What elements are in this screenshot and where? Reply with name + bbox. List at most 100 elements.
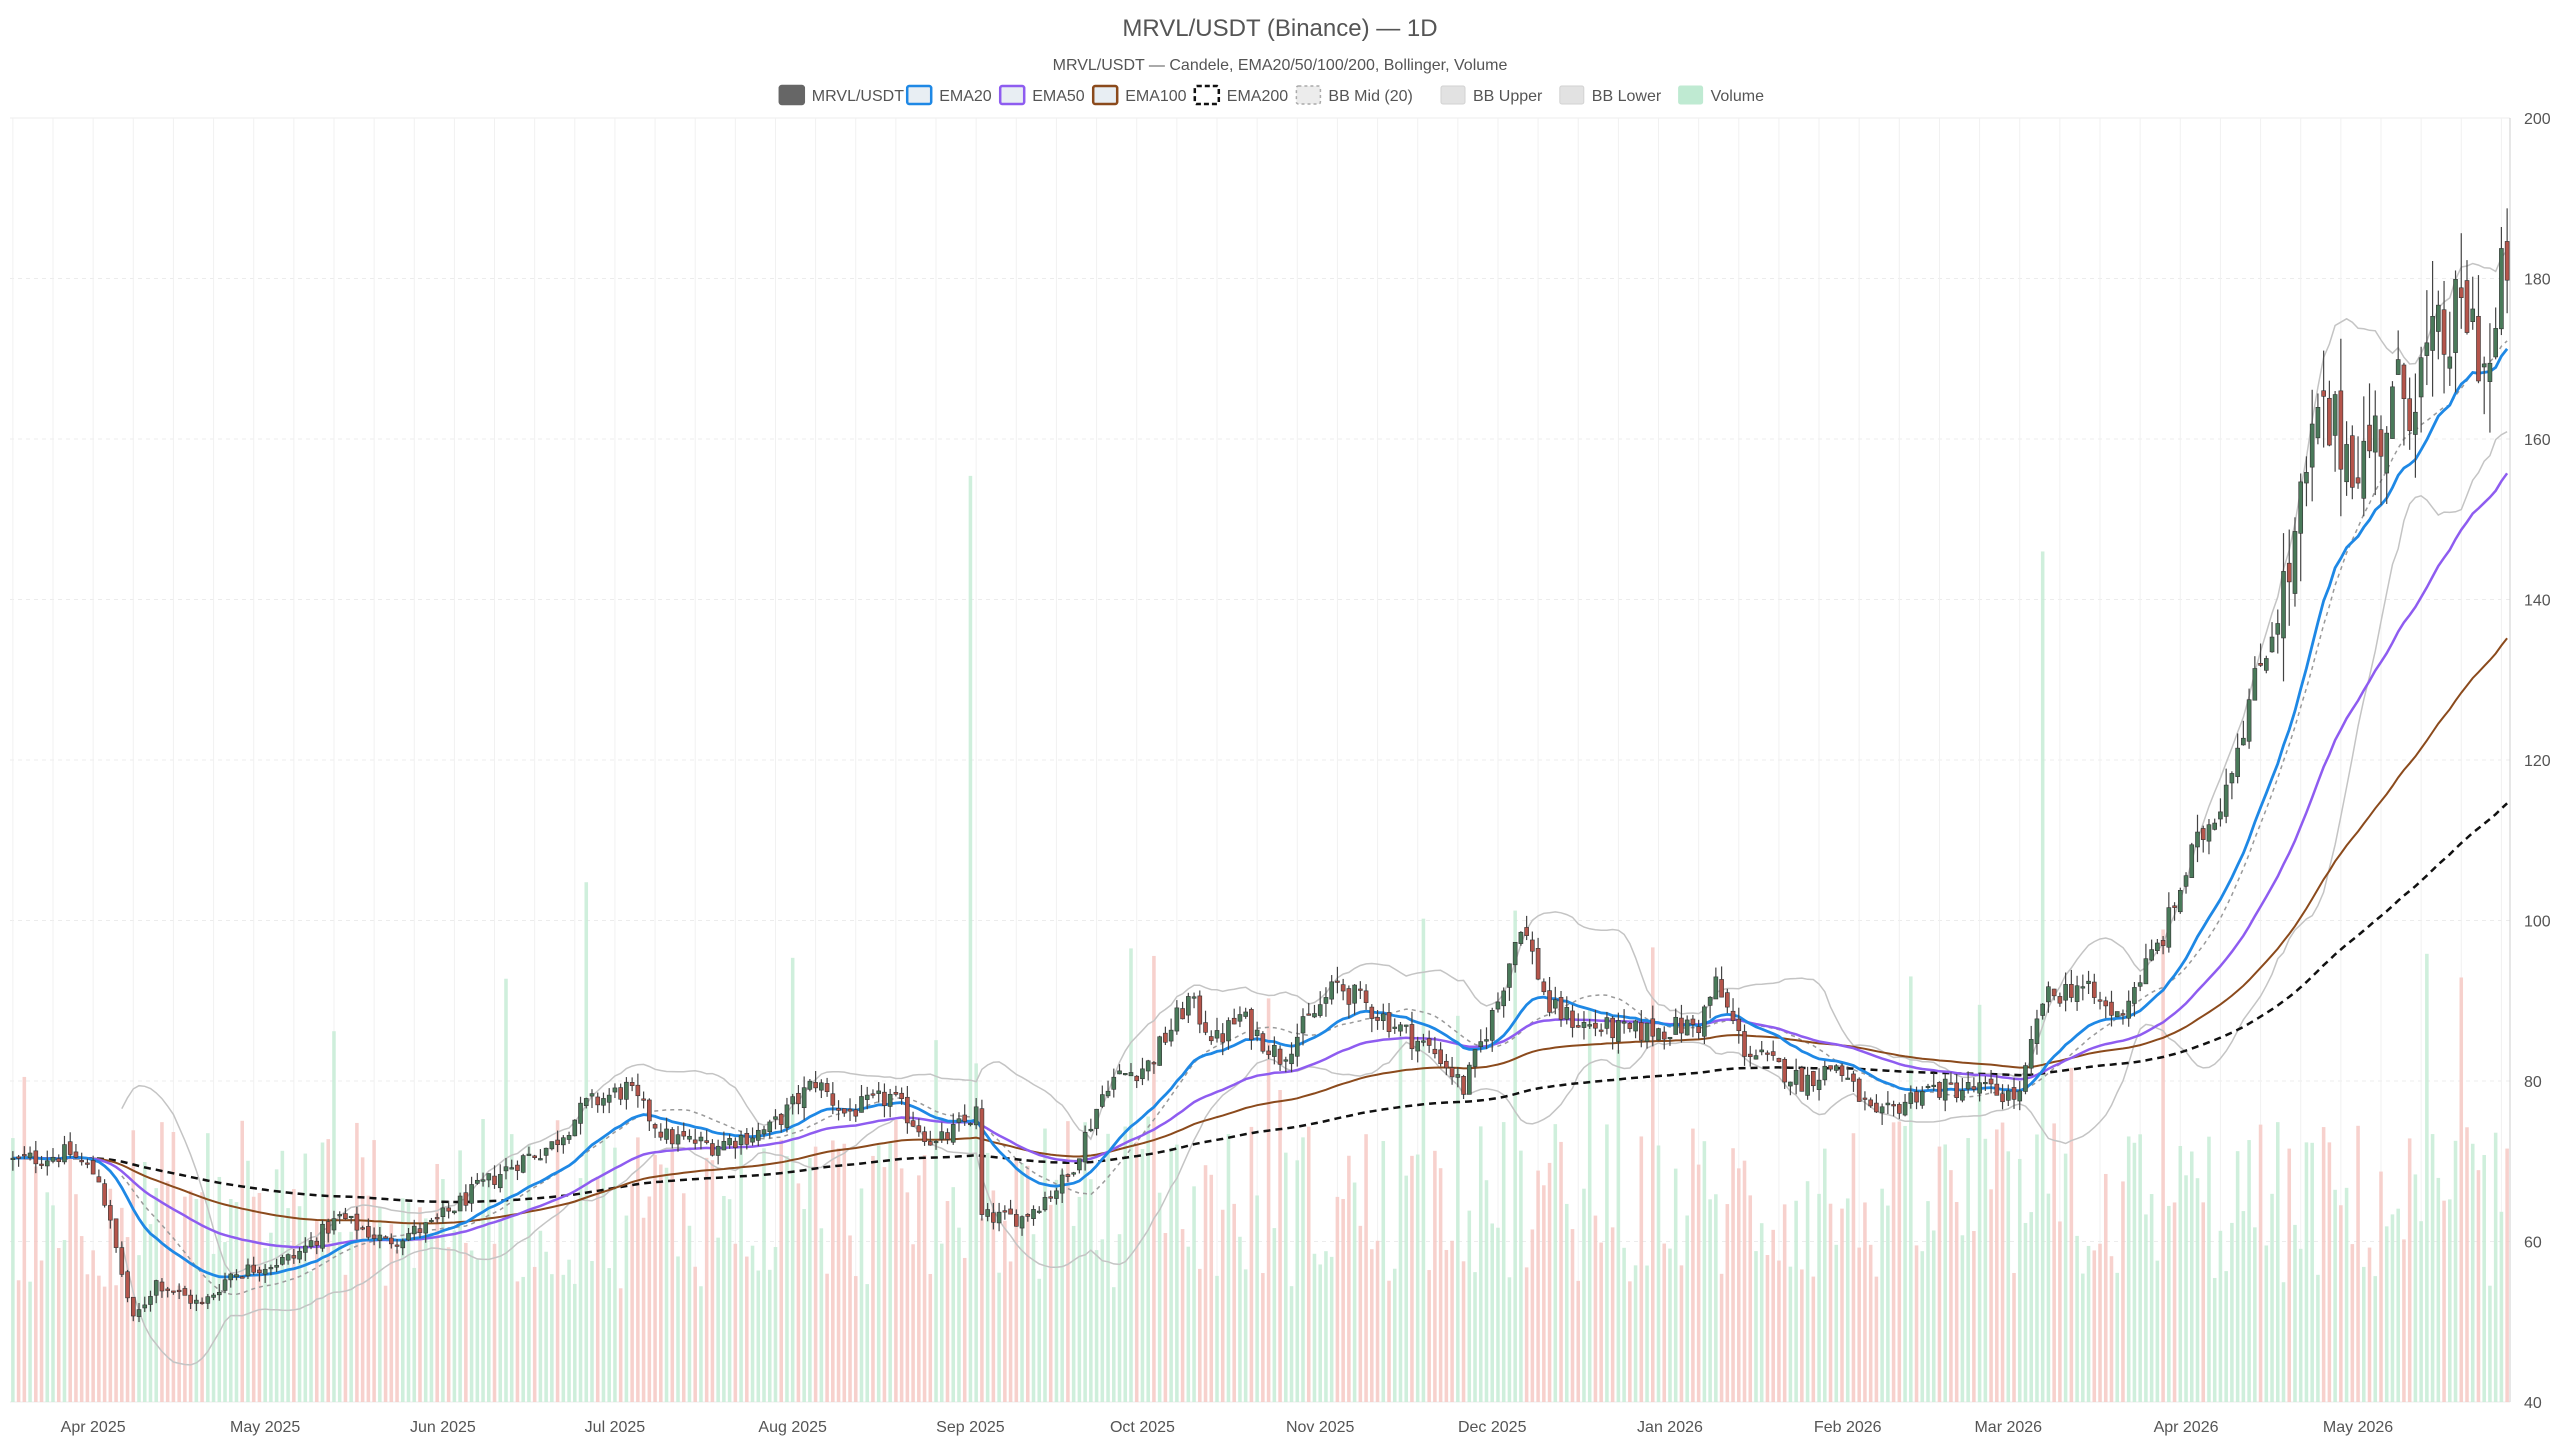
volume-bar <box>200 1192 204 1402</box>
legend-swatch <box>1440 85 1466 105</box>
legend-item[interactable]: BB Upper <box>1440 85 1543 105</box>
legend-item[interactable]: EMA100 <box>1091 84 1187 106</box>
volume-bar <box>636 1137 640 1402</box>
volume-bar <box>1587 1009 1592 1402</box>
candle-body <box>899 1092 904 1099</box>
volume-bar <box>745 1256 749 1402</box>
volume-bar <box>1496 1227 1500 1402</box>
volume-bar <box>1301 1137 1305 1402</box>
volume-bar <box>2281 1282 2286 1402</box>
volume-bar <box>2453 1140 2458 1402</box>
candle-body <box>423 1222 429 1234</box>
candle-body <box>968 1122 973 1126</box>
volume-bar <box>2253 1227 2257 1402</box>
candle-body <box>503 1166 509 1172</box>
axes: 40 60 80 100 120 140 160 180 200 Apr 2025 May 2025… <box>61 111 2551 1436</box>
candle-body <box>1679 1017 1684 1034</box>
candle-body <box>813 1082 818 1089</box>
candle-body <box>1919 1091 1925 1106</box>
volume-bar <box>1570 1229 1575 1402</box>
legend-item[interactable]: BB Lower <box>1559 85 1662 105</box>
candle-body <box>1908 1092 1914 1104</box>
volume-bar <box>1759 1223 1764 1402</box>
volume-bar <box>509 1134 514 1402</box>
candle-body <box>457 1195 463 1212</box>
volume-bar <box>2287 1148 2292 1402</box>
volume-bar <box>1834 1244 1839 1402</box>
legend-item[interactable]: EMA20 <box>905 84 992 106</box>
legend-swatch <box>1193 84 1221 106</box>
candle-body <box>2281 571 2286 639</box>
candle-body <box>595 1096 601 1106</box>
volume-bar <box>1261 1273 1265 1402</box>
volume-bar <box>693 1266 697 1402</box>
volume-bar <box>314 1219 319 1402</box>
volume-bar <box>584 882 589 1402</box>
volume-bar <box>148 1224 153 1402</box>
legend-item[interactable]: Volume <box>1678 85 1764 105</box>
candle-body <box>549 1141 555 1150</box>
volume-bar <box>2224 1271 2228 1402</box>
candle-body <box>1014 1214 1019 1227</box>
volume-bar <box>1668 1248 1672 1402</box>
volume-bar <box>1513 910 1517 1402</box>
candle-body <box>1507 963 1512 988</box>
candle-body <box>1856 1078 1862 1102</box>
legend-swatch <box>905 84 933 106</box>
volume-bar <box>2339 1205 2343 1402</box>
candle-body <box>1581 1022 1587 1028</box>
candle-body <box>452 1210 457 1214</box>
candle-body <box>2017 1090 2023 1102</box>
volume-bar <box>372 1140 376 1402</box>
volume-bar <box>2103 1173 2108 1402</box>
legend-item[interactable]: BB Mid (20) <box>1295 85 1413 105</box>
volume-bar <box>2258 1124 2263 1402</box>
volume-bar <box>1811 1276 1816 1402</box>
legend-swatch <box>998 84 1026 106</box>
x-tick-label: Sep 2025 <box>936 1419 1005 1436</box>
candles <box>10 208 2510 1323</box>
candle-body <box>1828 1065 1833 1070</box>
candle-body <box>1237 1014 1243 1022</box>
candle-body <box>1587 1024 1593 1027</box>
candle-body <box>1564 1007 1570 1020</box>
candle-body <box>2069 984 2074 998</box>
volume-bar <box>1415 1154 1420 1402</box>
volume-bar <box>2413 1174 2418 1402</box>
candle-body <box>2321 390 2326 397</box>
volume-bar <box>355 1122 359 1402</box>
volume-bar <box>2310 1142 2314 1402</box>
volume-bar <box>418 1207 422 1402</box>
volume-bar <box>1392 1268 1397 1402</box>
volume-bar <box>2442 1200 2446 1402</box>
volume-bar <box>1553 1124 1558 1402</box>
candle-body <box>950 1124 956 1143</box>
volume-bar <box>1117 1234 1122 1402</box>
volume-bar <box>727 1199 732 1402</box>
bb-lower-line <box>121 431 2508 1366</box>
volume-bar <box>1232 1203 1236 1402</box>
volume-bar <box>2470 1143 2475 1402</box>
volume-bar <box>2081 1273 2085 1402</box>
candle-body <box>348 1215 354 1219</box>
candle-body <box>652 1124 658 1129</box>
candle-body <box>1518 931 1524 944</box>
candle-body <box>2126 1000 2131 1019</box>
volume-bar <box>1387 1280 1391 1402</box>
volume-bar <box>85 1274 90 1402</box>
volume-bar <box>2132 1142 2137 1402</box>
volume-bar <box>917 1175 921 1402</box>
volume-bar <box>831 1140 835 1402</box>
legend-item[interactable]: EMA50 <box>998 84 1085 106</box>
volume-bar <box>681 1193 686 1402</box>
legend-item[interactable]: MRVL/USDT <box>778 84 904 106</box>
candle-body <box>1134 1075 1140 1082</box>
volume-bar <box>2149 1194 2154 1402</box>
candle-body <box>1702 1006 1707 1037</box>
bollinger-bands <box>121 249 2508 1366</box>
legend-item[interactable]: EMA200 <box>1193 84 1288 106</box>
candle-body <box>1799 1067 1805 1092</box>
candle-body <box>1839 1065 1845 1076</box>
volume-bar <box>1673 1168 1678 1402</box>
candle-body <box>1753 1055 1759 1060</box>
